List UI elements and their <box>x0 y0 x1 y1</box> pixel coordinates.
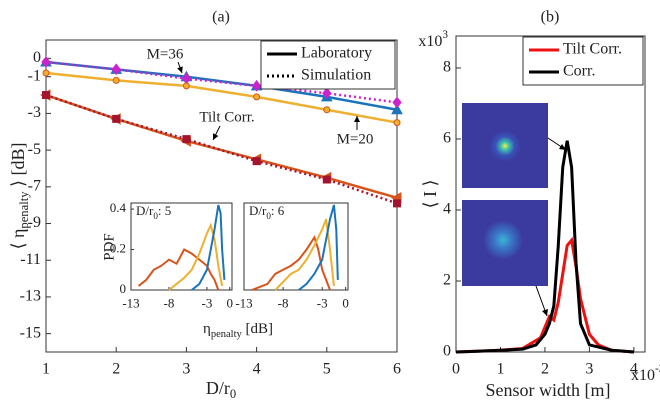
x-multiplier: x10-3 <box>631 363 660 384</box>
chart-title-tail: : 6 <box>271 203 285 218</box>
x-axis-label-main: η <box>203 321 211 337</box>
marker <box>394 200 401 207</box>
x-tick-label: 3 <box>182 360 190 377</box>
marker <box>183 83 189 89</box>
image-spot <box>483 220 523 260</box>
y-tick-label: -5 <box>28 141 41 158</box>
x-axis-label: Sensor width [m] <box>486 380 611 400</box>
legend-label: Corr. <box>563 63 595 80</box>
annotation: M=20 <box>337 131 374 147</box>
chart-title: (b) <box>541 9 560 26</box>
y-tick-label: 8 <box>443 59 451 76</box>
y-tick-label: 0 <box>120 281 127 296</box>
y-axis-label-tail: ⟩ [dB] <box>8 142 28 191</box>
x-axis-label-sub: 0 <box>230 387 236 401</box>
marker <box>113 115 120 122</box>
chart-title-main: D/r <box>249 203 267 218</box>
y-multiplier-sup: 3 <box>442 29 448 41</box>
y-tick-label: -15 <box>20 324 41 341</box>
y-axis-label: ⟨ I ⟩ <box>420 179 440 208</box>
chart-title: (a) <box>212 9 230 26</box>
x-tick-label: 0 <box>226 295 233 310</box>
marker <box>253 158 260 165</box>
y-tick-label: -1 <box>28 67 41 84</box>
y-axis-label: ⟨ ηpenalty ⟩ [dB] <box>8 142 31 249</box>
y-axis-label-main: ⟨ η <box>8 229 28 250</box>
x-tick-label: 0 <box>342 295 349 310</box>
x-axis-label: D/r0 <box>206 378 236 401</box>
x-tick-label: 4 <box>253 360 261 377</box>
x-tick-label: -8 <box>164 295 175 310</box>
y-axis-label-sub: penalty <box>17 191 31 229</box>
x-tick-label: 2 <box>541 360 549 377</box>
figure: 1234560-1-3-5-7-9-11-13-15(a)D/r0⟨ ηpena… <box>0 0 660 406</box>
x-axis-label-sub: penalty <box>211 329 243 340</box>
y-tick-label: 0 <box>443 343 451 360</box>
marker <box>183 136 190 143</box>
x-tick-label: -3 <box>202 295 213 310</box>
x-tick-label: 3 <box>585 360 593 377</box>
y-tick-label: -13 <box>20 288 41 305</box>
marker <box>324 107 330 113</box>
legend-label: Simulation <box>301 67 371 84</box>
x-tick-label: -3 <box>317 295 328 310</box>
annotation: Tilt Corr. <box>199 109 254 125</box>
marker <box>43 70 49 76</box>
marker <box>323 176 330 183</box>
x-tick-label: 1 <box>496 360 504 377</box>
annotation: M=36 <box>147 46 184 62</box>
y-tick-label: 2 <box>443 272 451 289</box>
y-tick-label: 4 <box>443 201 451 218</box>
marker <box>254 94 260 100</box>
marker <box>43 92 50 99</box>
x-tick-label: -8 <box>278 295 289 310</box>
legend-label: Tilt Corr. <box>563 41 622 58</box>
x-tick-label: 1 <box>42 360 50 377</box>
y-tick-label: -11 <box>20 251 41 268</box>
y-tick-label: 6 <box>443 130 451 147</box>
image-spot <box>489 130 521 162</box>
chart-title-tail: : 5 <box>158 203 171 218</box>
chart-title-main: D/r <box>136 203 154 218</box>
y-tick-label: 0.4 <box>110 200 127 215</box>
x-tick-label: 2 <box>112 360 120 377</box>
legend-label: Laboratory <box>301 45 372 62</box>
y-tick-label: -3 <box>28 104 41 121</box>
x-tick-label: 5 <box>323 360 331 377</box>
y-multiplier: x103 <box>418 29 448 50</box>
x-tick-label: 0 <box>452 360 460 377</box>
x-tick-label: 6 <box>393 360 401 377</box>
x-axis-label-tail: [dB] <box>242 321 273 337</box>
x-axis-label-main: D/r <box>206 378 230 398</box>
x-tick-label: -13 <box>122 295 139 310</box>
marker <box>394 120 400 126</box>
y-tick-label: 0 <box>33 49 41 66</box>
y-axis-label: PDF <box>101 233 117 261</box>
x-tick-label: -13 <box>235 295 252 310</box>
y-multiplier-main: x10 <box>418 33 442 50</box>
x-multiplier-main: x10 <box>631 367 655 384</box>
marker <box>113 77 119 83</box>
x-multiplier-sup: -3 <box>655 363 660 375</box>
